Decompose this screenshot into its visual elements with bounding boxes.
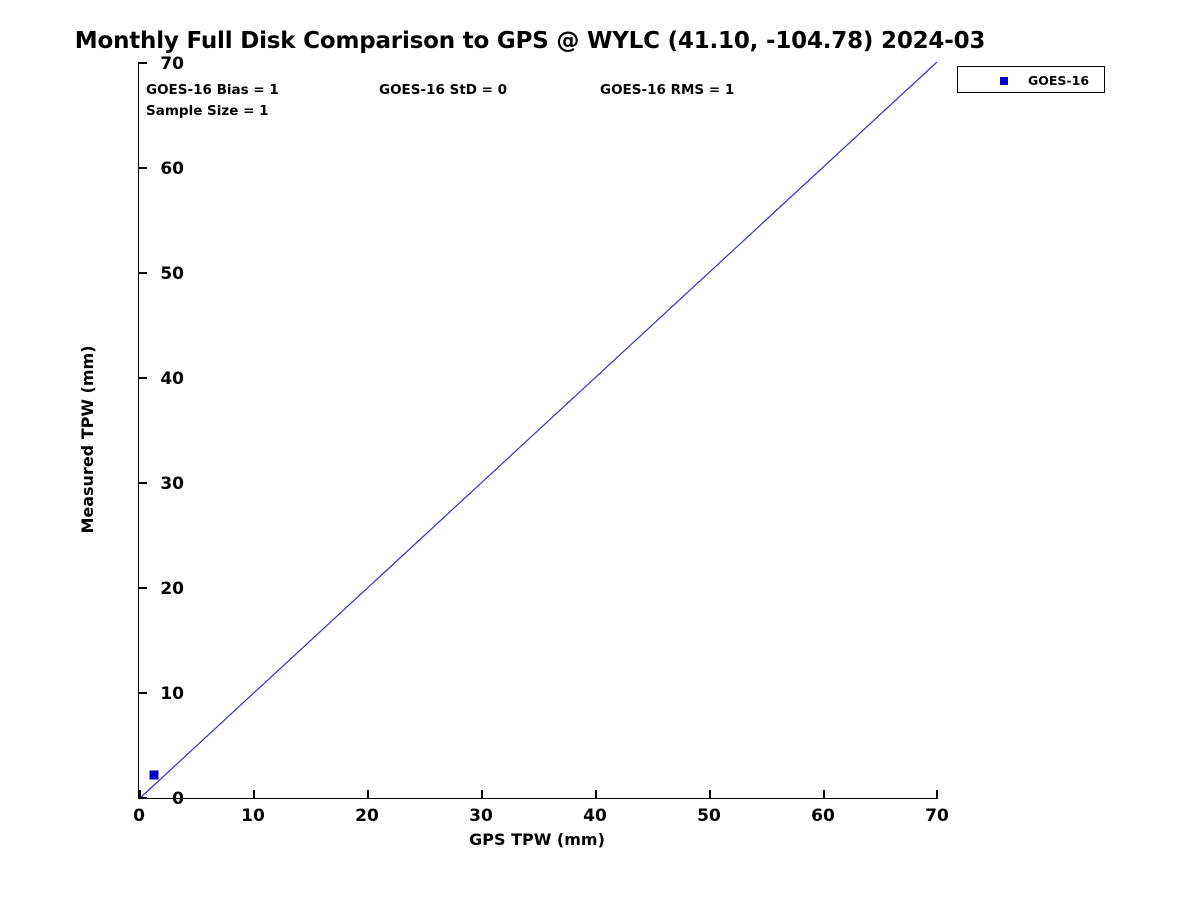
- y-tick-label: 0: [172, 789, 184, 809]
- y-tick: [138, 482, 147, 484]
- y-tick-label: 10: [160, 684, 184, 704]
- data-point: [149, 770, 159, 780]
- y-tick: [138, 377, 147, 379]
- y-tick: [138, 797, 147, 799]
- annotation-bias: GOES-16 Bias = 1: [146, 82, 279, 98]
- x-tick-label: 10: [241, 806, 265, 826]
- y-axis-label: Measured TPW (mm): [78, 345, 97, 534]
- x-tick-label: 30: [469, 806, 493, 826]
- x-tick: [823, 790, 825, 799]
- x-tick: [139, 790, 141, 799]
- annotation-rms: GOES-16 RMS = 1: [600, 82, 735, 98]
- x-tick: [595, 790, 597, 799]
- legend-marker-goes-16: [1000, 77, 1008, 85]
- x-tick-label: 40: [583, 806, 607, 826]
- y-tick: [138, 692, 147, 694]
- x-tick-label: 20: [355, 806, 379, 826]
- x-tick: [481, 790, 483, 799]
- y-tick: [138, 272, 147, 274]
- annotation-sample-size: Sample Size = 1: [146, 103, 269, 119]
- y-tick: [138, 62, 147, 64]
- x-tick-label: 60: [811, 806, 835, 826]
- legend: GOES-16: [957, 66, 1105, 93]
- x-tick-label: 50: [697, 806, 721, 826]
- x-tick: [709, 790, 711, 799]
- y-tick-label: 30: [160, 474, 184, 494]
- one-to-one-line: [138, 61, 938, 800]
- x-tick-label: 70: [925, 806, 949, 826]
- y-tick-label: 20: [160, 579, 184, 599]
- y-tick-label: 60: [160, 159, 184, 179]
- plot-inner: [138, 61, 938, 800]
- x-tick: [936, 790, 938, 799]
- x-axis-label: GPS TPW (mm): [469, 830, 605, 849]
- x-tick: [367, 790, 369, 799]
- y-tick-label: 40: [160, 369, 184, 389]
- plot-area: 0 10 20 30 40 50 60 70 0 10 20 30 40 50 …: [133, 54, 949, 826]
- y-tick-label: 70: [160, 54, 184, 74]
- y-tick-label: 50: [160, 264, 184, 284]
- legend-label-goes-16: GOES-16: [1028, 73, 1090, 88]
- x-tick-label: 0: [133, 806, 145, 826]
- y-tick: [138, 587, 147, 589]
- page-title: Monthly Full Disk Comparison to GPS @ WY…: [74, 28, 986, 54]
- annotation-std: GOES-16 StD = 0: [379, 82, 508, 98]
- y-tick: [138, 167, 147, 169]
- x-tick: [253, 790, 255, 799]
